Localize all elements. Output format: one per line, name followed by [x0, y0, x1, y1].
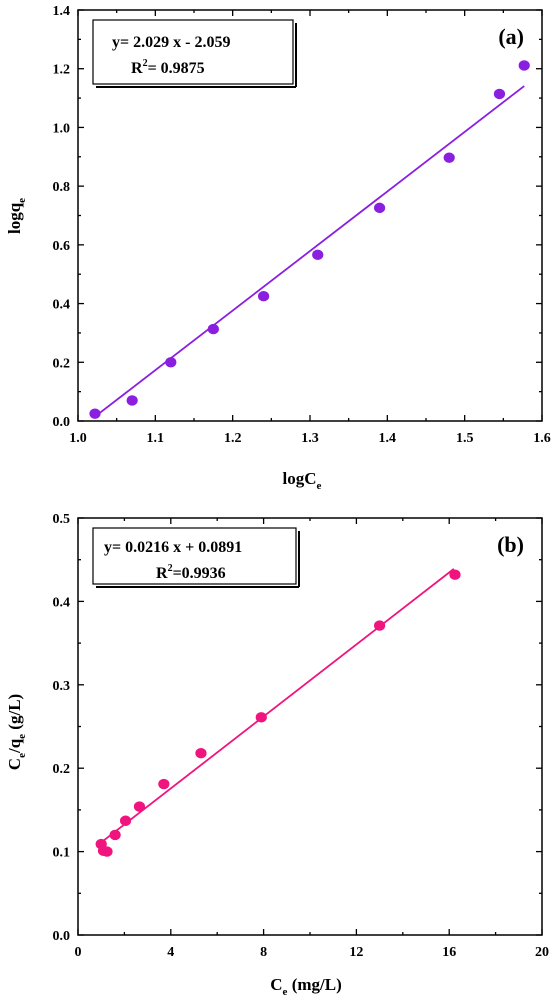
b-data-point [255, 712, 267, 723]
a-x-tick-label: 1.2 [224, 431, 242, 446]
panel-a-fit-layer [94, 85, 525, 418]
b-ylabel-sub2: e [16, 734, 28, 739]
b-x-tick-label: 8 [260, 945, 267, 960]
panel-a-x-axis-title: logCe [283, 469, 322, 492]
panel-b-fit-layer [100, 568, 455, 844]
a-xlabel-main: logC [283, 469, 317, 488]
panel-b-equation-box: y= 0.0216 x + 0.0891 R2=0.9936 [92, 527, 300, 588]
a-data-point [518, 60, 530, 71]
panel-a-equation-box: y= 2.029 x - 2.059 R2= 0.9875 [92, 19, 297, 88]
a-y-tick-label: 0.4 [53, 298, 71, 313]
b-ylabel-main: C [5, 758, 24, 770]
b-x-tick-label: 0 [75, 945, 82, 960]
a-y-tick-label: 0.0 [53, 415, 71, 430]
b-ylabel-mid: /q [5, 738, 24, 754]
b-xlabel-rest: (mg/L) [287, 975, 341, 994]
a-data-point [126, 395, 138, 406]
a-data-point [207, 323, 219, 335]
b-xlabel-main: C [270, 975, 282, 994]
a-r-squared: R2= 0.9875 [131, 58, 205, 77]
b-fit-line [100, 568, 455, 844]
a-fit-line [94, 85, 525, 418]
panel-a-points-layer [89, 60, 530, 419]
panel-a-chart: 1.0 1.1 1.2 1.3 1.4 1.5 1.6 0.0 0.2 0.4 … [5, 4, 551, 492]
panel-b-chart: 0 4 8 12 16 20 0.0 0.1 0.2 0.3 0.4 0.5 C… [5, 512, 549, 998]
a-y-tick-label: 0.2 [53, 356, 71, 371]
b-r-main: R [156, 565, 168, 582]
panel-a-label: (a) [498, 24, 524, 49]
a-data-point [165, 357, 177, 368]
a-y-tick-label: 0.8 [53, 180, 71, 195]
b-data-point [449, 569, 461, 580]
b-x-tick-label: 4 [167, 945, 174, 960]
a-data-point [89, 408, 101, 419]
a-equation-line: y= 2.029 x - 2.059 [112, 34, 230, 51]
b-y-tick-label: 0.0 [53, 929, 71, 944]
b-r-squared: R2=0.9936 [156, 563, 226, 582]
a-x-tick-label: 1.5 [456, 431, 474, 446]
b-data-point [133, 801, 146, 812]
panel-b-points-layer [95, 569, 461, 857]
panel-a-y-tick-labels: 0.0 0.2 0.4 0.6 0.8 1.0 1.2 1.4 [53, 4, 71, 430]
b-y-tick-label: 0.3 [53, 679, 71, 694]
a-x-tick-label: 1.0 [69, 431, 87, 446]
b-xlabel-sub: e [283, 986, 288, 998]
b-ylabel-rest: (g/L) [5, 694, 24, 734]
b-equation-line: y= 0.0216 x + 0.0891 [104, 539, 242, 556]
b-r-value: =0.9936 [173, 565, 226, 582]
a-x-tick-label: 1.6 [533, 431, 551, 446]
panel-b-y-tick-labels: 0.0 0.1 0.2 0.3 0.4 0.5 [53, 512, 71, 944]
b-y-tick-label: 0.4 [53, 595, 71, 610]
b-data-point [109, 829, 121, 841]
a-data-point [312, 249, 324, 261]
b-x-tick-label: 20 [535, 945, 549, 960]
a-ylabel-sub: e [16, 198, 28, 203]
b-data-point [119, 815, 132, 826]
b-x-tick-label: 16 [442, 945, 456, 960]
b-data-point [101, 846, 113, 857]
a-r-exp: 2 [143, 58, 148, 69]
a-r-main: R [131, 60, 143, 77]
a-ylabel-main: logq [5, 202, 24, 234]
b-ylabel-sub: e [16, 753, 28, 758]
panel-b-label: (b) [497, 532, 524, 557]
a-equation-frame [92, 19, 294, 85]
a-data-point [374, 202, 386, 214]
panel-b-ticks [77, 517, 543, 936]
b-equation-frame [92, 527, 297, 585]
a-data-point [443, 152, 455, 163]
panel-a-y-axis-title: logqe [5, 198, 28, 234]
a-r-value: = 0.9875 [148, 60, 205, 77]
b-data-point [158, 778, 170, 790]
panel-b-x-axis-title: Ce (mg/L) [270, 975, 341, 998]
b-y-tick-label: 0.5 [53, 512, 71, 527]
a-x-tick-label: 1.3 [301, 431, 319, 446]
b-x-tick-label: 12 [349, 945, 363, 960]
panel-b-y-axis-title: Ce/qe (g/L) [5, 694, 28, 770]
a-data-point [493, 88, 506, 100]
a-y-tick-label: 1.2 [53, 63, 71, 78]
a-x-tick-label: 1.1 [147, 431, 165, 446]
a-x-tick-label: 1.4 [379, 431, 397, 446]
panel-a-ticks [77, 9, 543, 422]
a-y-tick-label: 1.4 [53, 4, 71, 19]
a-y-tick-label: 1.0 [53, 121, 71, 136]
b-data-point [195, 747, 207, 759]
panel-a-x-tick-labels: 1.0 1.1 1.2 1.3 1.4 1.5 1.6 [69, 431, 551, 446]
b-y-tick-label: 0.1 [53, 846, 71, 861]
b-r-exp: 2 [168, 563, 173, 574]
b-y-tick-label: 0.2 [53, 762, 71, 777]
a-xlabel-sub: e [317, 480, 322, 492]
a-data-point [258, 291, 270, 302]
a-y-tick-label: 0.6 [53, 239, 71, 254]
panel-b-x-tick-labels: 0 4 8 12 16 20 [75, 945, 550, 960]
b-data-point [374, 620, 386, 631]
